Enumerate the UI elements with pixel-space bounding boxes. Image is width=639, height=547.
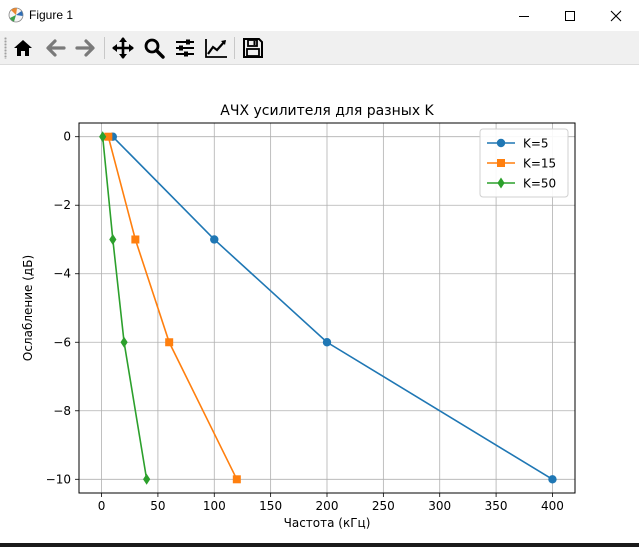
y-axis-label: Ослабление (дБ)	[21, 255, 35, 361]
x-tick-label: 400	[541, 499, 564, 513]
legend-marker	[496, 138, 506, 148]
toolbar-separator	[234, 37, 235, 59]
figure-canvas[interactable]: 0 50 100 150 200 250 300 350 400 0 −2 −4 −6 −8 −10 АЧХ…	[0, 65, 639, 543]
legend: K=5 K=15 K=50	[479, 128, 569, 198]
zoom-icon	[144, 38, 165, 59]
y-tick-label: −10	[46, 472, 71, 486]
edit-axes-button[interactable]	[202, 34, 230, 62]
minimize-icon	[519, 15, 529, 17]
navigation-toolbar	[0, 31, 639, 65]
y-tick-label: −6	[53, 335, 71, 349]
legend-label: K=50	[523, 177, 556, 191]
zoom-button[interactable]	[140, 34, 168, 62]
toolbar-separator	[104, 37, 105, 59]
axis-ticks: 0 50 100 150 200 250 300 350 400 0 −2 −4 −6 −8 −10	[46, 130, 564, 513]
maximize-button[interactable]	[547, 0, 593, 31]
chart: 0 50 100 150 200 250 300 350 400 0 −2 −4 −6 −8 −10 АЧХ…	[21, 103, 576, 530]
home-icon	[14, 40, 32, 56]
y-tick-label: −2	[53, 198, 71, 212]
data-point	[104, 132, 113, 141]
legend-marker	[497, 177, 505, 189]
window-title: Figure 1	[29, 8, 74, 22]
x-tick-label: 150	[259, 499, 282, 513]
x-tick-label: 250	[372, 499, 395, 513]
data-point	[120, 336, 128, 348]
back-arrow-icon	[46, 39, 66, 57]
data-point	[143, 473, 151, 485]
subplots-config-icon	[176, 39, 194, 57]
data-point	[210, 235, 219, 244]
data-point	[131, 235, 140, 244]
data-point	[109, 233, 117, 245]
data-point	[322, 338, 332, 347]
x-tick-label: 0	[98, 499, 106, 513]
configure-subplots-button[interactable]	[171, 34, 199, 62]
forward-button[interactable]	[72, 34, 100, 62]
edit-axes-icon	[205, 39, 227, 58]
toolbar-grip[interactable]	[4, 37, 7, 59]
x-axis-label: Частота (кГц)	[284, 516, 371, 530]
y-tick-label: −4	[53, 267, 71, 281]
series-K=15	[104, 132, 241, 484]
y-tick-label: −8	[53, 404, 71, 418]
legend-entry: K=50	[487, 177, 556, 191]
series-line	[107, 136, 238, 480]
close-button[interactable]	[593, 0, 639, 31]
data-point	[165, 338, 174, 347]
legend-entry: K=15	[487, 157, 556, 171]
forward-arrow-icon	[75, 39, 95, 57]
x-tick-label: 350	[485, 499, 508, 513]
data-point	[548, 475, 557, 484]
back-button[interactable]	[41, 34, 69, 62]
x-tick-label: 300	[428, 499, 451, 513]
save-icon	[243, 38, 263, 58]
window-bottom-edge	[0, 543, 639, 547]
window-titlebar: Figure 1	[0, 0, 639, 32]
legend-marker	[497, 159, 505, 167]
legend-label: K=5	[523, 137, 549, 151]
home-button[interactable]	[9, 34, 37, 62]
series-K=50	[99, 131, 151, 485]
legend-label: K=15	[523, 157, 556, 171]
pan-icon	[112, 37, 134, 59]
maximize-icon	[565, 10, 575, 21]
series-line	[101, 136, 148, 480]
plot-series	[99, 131, 557, 485]
chart-title: АЧХ усилителя для разных K	[220, 103, 434, 119]
axes-frame	[78, 122, 576, 494]
pan-button[interactable]	[109, 34, 137, 62]
data-point	[99, 131, 107, 143]
x-tick-label: 200	[316, 499, 339, 513]
legend-entry: K=5	[487, 137, 549, 151]
close-icon	[610, 10, 622, 21]
y-tick-label: 0	[63, 130, 71, 144]
minimize-button[interactable]	[501, 0, 547, 31]
x-tick-label: 100	[203, 499, 226, 513]
matplotlib-app-icon	[8, 7, 24, 23]
save-button[interactable]	[239, 34, 267, 62]
series-line	[112, 136, 553, 480]
x-tick-label: 50	[150, 499, 165, 513]
data-point	[232, 475, 241, 484]
